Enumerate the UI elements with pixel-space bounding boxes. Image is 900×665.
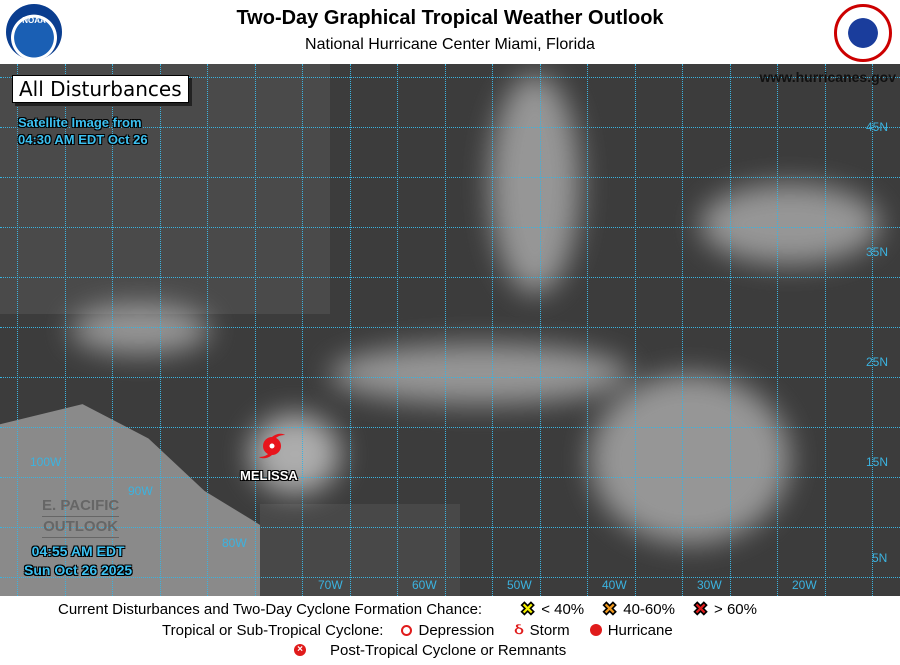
post-tropical-label: Post-Tropical Cyclone or Remnants	[330, 641, 567, 659]
latitude-label: 25N	[866, 355, 889, 369]
storm-icon: ઠ	[514, 621, 524, 638]
latitude-label: 45N	[866, 120, 889, 134]
low-chance-x-icon: ✖	[520, 599, 536, 620]
epac-line2: OUTLOOK	[42, 517, 120, 538]
medium-chance-x-icon: ✖	[602, 599, 618, 620]
longitude-label: 80W	[222, 536, 247, 550]
longitude-label: 70W	[318, 578, 343, 592]
longitude-gridline	[254, 64, 256, 596]
latitude-gridline	[0, 277, 900, 278]
longitude-gridline	[682, 64, 683, 596]
latitude-gridline	[0, 377, 900, 378]
longitude-gridline	[64, 64, 66, 596]
satellite-time: Satellite Image from 04:30 AM EDT Oct 26	[18, 114, 148, 148]
low-chance-label: < 40%	[541, 600, 585, 618]
formation-chance-label: Current Disturbances and Two-Day Cyclone…	[58, 600, 483, 618]
issue-time: 04:55 AM EDT Sun Oct 26 2025	[24, 542, 132, 580]
longitude-gridline	[159, 64, 161, 596]
epac-outlook-link[interactable]: E. PACIFIC OUTLOOK	[42, 496, 120, 538]
latitude-label: 35N	[866, 245, 889, 259]
longitude-gridline	[872, 64, 873, 596]
legend-row-formation: Current Disturbances and Two-Day Cyclone…	[58, 599, 757, 620]
latitude-gridline	[0, 527, 900, 528]
longitude-label: 90W	[128, 484, 153, 498]
longitude-label: 30W	[697, 578, 722, 592]
legend-row-post-tropical: × Post-Tropical Cyclone or Remnants	[294, 640, 566, 660]
post-tropical-icon: ×	[294, 644, 306, 656]
longitude-gridline	[349, 64, 351, 596]
hurricane-label: Hurricane	[607, 621, 673, 639]
hurricane-legend-icon	[589, 624, 602, 636]
storm-label: Storm	[529, 621, 570, 639]
page-title: Two-Day Graphical Tropical Weather Outlo…	[236, 7, 664, 29]
depression-icon	[401, 624, 413, 636]
longitude-gridline	[207, 64, 208, 596]
longitude-gridline	[302, 64, 303, 596]
website-link[interactable]: www.hurricanes.gov	[759, 69, 896, 85]
longitude-gridline	[634, 64, 636, 596]
cloud-band	[70, 304, 210, 354]
cloud-band	[700, 184, 880, 264]
longitude-gridline	[492, 64, 493, 596]
longitude-gridline	[17, 64, 18, 596]
longitude-gridline	[112, 64, 113, 596]
south-america-land	[260, 504, 460, 596]
depression-label: Depression	[418, 621, 495, 639]
time-line1: 04:55 AM EDT	[31, 543, 125, 559]
cloud-band	[490, 74, 580, 294]
longitude-gridline	[824, 64, 826, 596]
longitude-label: 60W	[412, 578, 437, 592]
high-chance-label: > 60%	[714, 600, 757, 618]
satellite-line1: Satellite Image from	[18, 115, 142, 130]
latitude-gridline	[0, 127, 900, 128]
longitude-gridline	[444, 64, 446, 596]
longitude-label: 100W	[30, 455, 62, 469]
storm-name: MELISSA	[240, 468, 298, 483]
noaa-logo: NOAA	[6, 4, 62, 60]
noaa-logo-text: NOAA	[22, 16, 46, 25]
nws-logo	[834, 4, 892, 62]
longitude-gridline	[539, 64, 541, 596]
epac-line1: E. PACIFIC	[42, 496, 120, 517]
longitude-label: 40W	[602, 578, 627, 592]
longitude-gridline	[587, 64, 588, 596]
medium-chance-label: 40-60%	[623, 600, 675, 618]
time-line2: Sun Oct 26 2025	[24, 562, 133, 578]
latitude-gridline	[0, 427, 900, 428]
header: NOAA Two-Day Graphical Tropical Weather …	[0, 0, 900, 64]
longitude-label: 50W	[507, 578, 532, 592]
all-disturbances-label: All Disturbances	[12, 75, 189, 103]
latitude-gridline	[0, 177, 900, 178]
legend-row-cyclone: Tropical or Sub-Tropical Cyclone: Depres…	[162, 620, 673, 640]
longitude-gridline	[729, 64, 731, 596]
cloud-band	[330, 344, 630, 404]
north-america-land	[0, 64, 330, 314]
cyclone-label: Tropical or Sub-Tropical Cyclone:	[162, 621, 384, 639]
latitude-gridline	[0, 77, 900, 78]
cloud-band	[590, 374, 790, 544]
satellite-map[interactable]: 100W 90W 80W 70W 60W 50W 40W 30W 20W 45N 35N 25N 15N…	[0, 64, 900, 596]
latitude-gridline	[0, 327, 900, 328]
latitude-label: 15N	[866, 455, 889, 469]
longitude-gridline	[777, 64, 778, 596]
legend: Current Disturbances and Two-Day Cyclone…	[0, 596, 900, 665]
satellite-line2: 04:30 AM EDT Oct 26	[18, 132, 148, 147]
latitude-gridline	[0, 577, 900, 578]
longitude-gridline	[397, 64, 398, 596]
latitude-gridline	[0, 227, 900, 228]
high-chance-x-icon: ✖	[692, 599, 709, 620]
page-subtitle: National Hurricane Center Miami, Florida	[305, 36, 595, 53]
longitude-label: 20W	[792, 578, 817, 592]
hurricane-icon[interactable]	[258, 432, 286, 460]
latitude-gridline	[0, 477, 900, 478]
latitude-label: 5N	[872, 551, 888, 565]
